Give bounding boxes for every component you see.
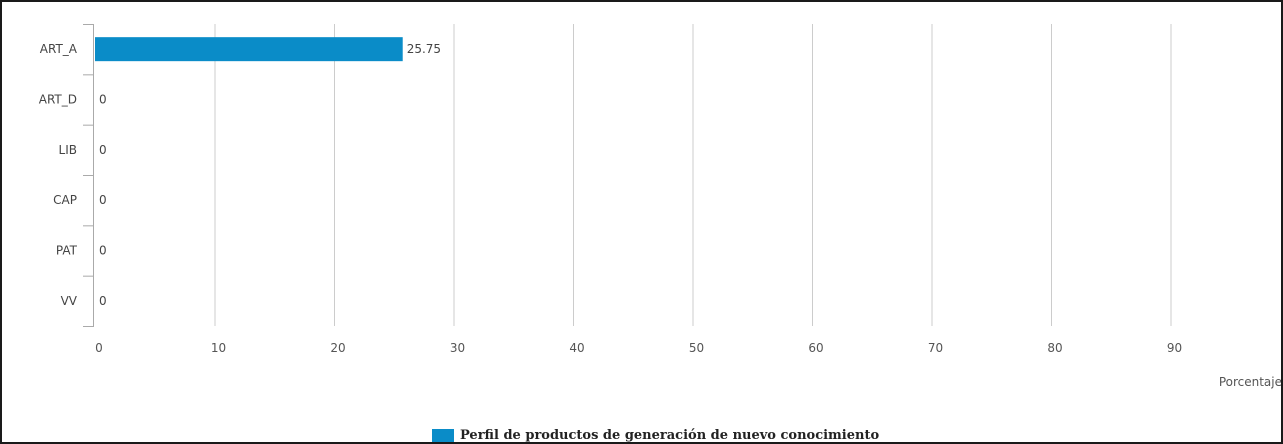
category-label: VV [61, 294, 78, 308]
legend[interactable]: Perfil de productos de generación de nue… [432, 425, 880, 443]
x-tick-label: 90 [1167, 341, 1182, 355]
category-label: PAT [56, 244, 78, 258]
bar[interactable] [95, 37, 403, 62]
x-tick-label: 20 [330, 341, 345, 355]
data-label: 0 [99, 193, 107, 207]
legend-label: Perfil de productos de generación de nue… [460, 427, 880, 443]
data-label: 0 [99, 294, 107, 308]
x-tick-label: 50 [689, 341, 704, 355]
data-label: 0 [99, 93, 107, 107]
category-label: ART_D [39, 93, 77, 107]
x-axis-title: Porcentaje [1219, 375, 1282, 389]
grid-layer [214, 24, 1172, 326]
category-label: LIB [59, 143, 77, 157]
x-tick-label: 70 [928, 341, 943, 355]
category-label: CAP [53, 193, 77, 207]
data-label: 25.75 [407, 42, 441, 56]
bar-layer [95, 37, 403, 62]
legend-swatch [432, 428, 454, 442]
x-tick-label: 60 [808, 341, 823, 355]
x-tick-label: 40 [569, 341, 584, 355]
category-label: ART_A [40, 42, 78, 56]
axis-layer [83, 24, 94, 327]
label-layer: 0102030405060708090100ART_A25.75ART_D0LI… [39, 42, 1182, 355]
x-tick-label: 10 [211, 341, 226, 355]
data-label: 0 [99, 244, 107, 258]
x-tick-label: 30 [450, 341, 465, 355]
x-tick-label: 80 [1047, 341, 1062, 355]
data-label: 0 [99, 143, 107, 157]
x-tick-label: 0 [95, 341, 103, 355]
